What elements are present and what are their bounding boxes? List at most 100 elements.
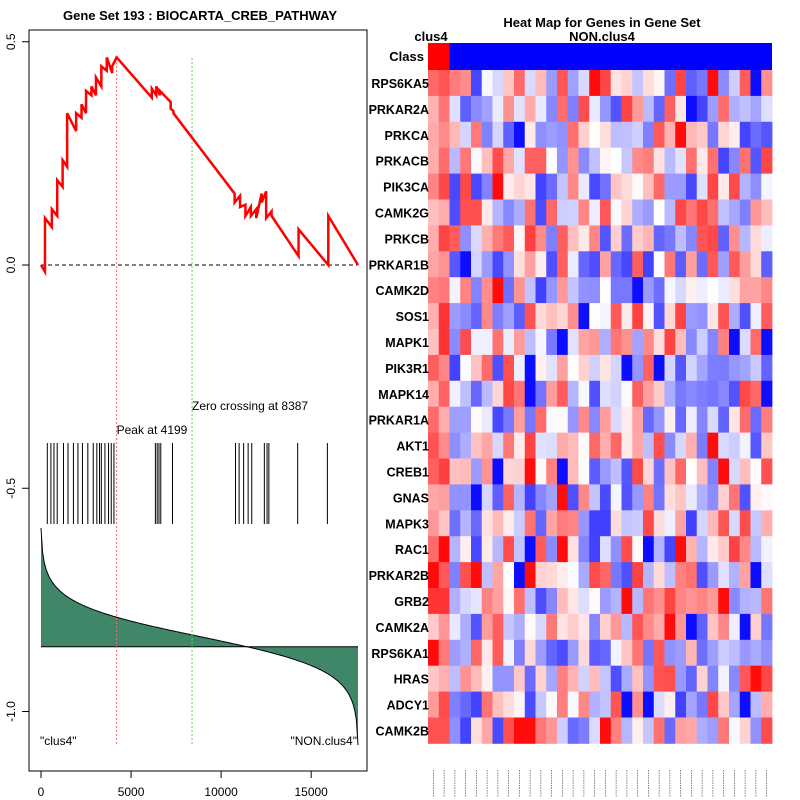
heatmap-cell [535, 329, 547, 356]
class-label-left: "clus4" [40, 734, 77, 748]
heatmap-cell [696, 303, 708, 330]
heatmap-cell [761, 536, 773, 563]
heatmap-cell [621, 484, 633, 511]
heatmap-cell [718, 717, 730, 744]
heatmap-cell [686, 717, 698, 744]
heatmap-cell [610, 484, 622, 511]
heatmap-cell [471, 121, 483, 149]
heatmap-cell [460, 95, 472, 123]
heatmap-cell [600, 147, 612, 174]
heatmap-cell [750, 199, 762, 226]
heatmap-cell [578, 147, 590, 174]
heatmap-cell [718, 691, 730, 718]
heatmap-cell [557, 665, 569, 692]
heatmap-cell [707, 484, 719, 511]
heatmap-cell [428, 717, 440, 744]
heatmap-cell [653, 303, 665, 330]
heatmap-cell [632, 458, 644, 485]
heatmap-cell [567, 199, 579, 226]
heatmap-cell [535, 588, 547, 615]
heatmap-cell [546, 562, 558, 589]
heatmap-cell [514, 95, 526, 123]
heatmap-cell [524, 613, 536, 641]
heatmap-cell [632, 70, 644, 97]
heatmap-cell [567, 562, 579, 589]
heatmap-cell [632, 406, 644, 433]
heatmap-cell [514, 121, 526, 149]
heatmap-cell [557, 510, 569, 537]
heatmap-cell [492, 277, 504, 304]
heatmap-cell [696, 432, 708, 459]
heatmap-cell [739, 510, 751, 537]
heatmap-cell [567, 173, 579, 200]
heatmap-cell [632, 147, 644, 174]
heatmap-cell [514, 251, 526, 278]
heatmap-cell [481, 95, 493, 123]
heatmap-cell [471, 536, 483, 563]
heatmap-cell [664, 613, 676, 641]
heatmap-cell [449, 173, 461, 200]
row-label: PRKACB [376, 155, 429, 169]
heatmap-cell [761, 432, 773, 459]
heatmap-cell [707, 639, 719, 667]
heatmap-cell [460, 588, 472, 615]
heatmap-cell [600, 354, 612, 382]
heatmap-cell [621, 588, 633, 615]
heatmap-cell [589, 406, 601, 433]
heatmap-cell [653, 613, 665, 641]
heatmap-cell [696, 613, 708, 641]
heatmap-cell [578, 588, 590, 615]
heatmap-cell [675, 380, 687, 408]
heatmap-cell [739, 717, 751, 744]
heatmap-cell [664, 354, 676, 382]
heatmap-cell [578, 458, 590, 485]
heatmap-cell [578, 70, 590, 97]
heatmap-cell [460, 613, 472, 641]
heatmap-cell [567, 251, 579, 278]
heatmap-cell [589, 354, 601, 382]
row-label: PRKCA [385, 129, 429, 143]
heatmap-cell [675, 121, 687, 149]
heatmap-cell [449, 354, 461, 382]
heatmap-cell [750, 251, 762, 278]
heatmap-cell [428, 562, 440, 589]
heatmap-cell [643, 277, 655, 304]
heatmap-cell [514, 717, 526, 744]
heatmap-cell [578, 613, 590, 641]
heatmap-cell [567, 225, 579, 252]
heatmap-cell [589, 588, 601, 615]
heatmap-cell [546, 251, 558, 278]
heatmap-cell [449, 277, 461, 304]
heatmap-cell [567, 277, 579, 304]
heatmap-cell [761, 121, 773, 149]
heatmap-cell [438, 199, 450, 226]
heatmap-cell [503, 380, 515, 408]
heatmap-cell [664, 562, 676, 589]
heatmap-cell [578, 303, 590, 330]
heatmap-cell [664, 303, 676, 330]
heatmap-cell [557, 406, 569, 433]
heatmap-cell [696, 199, 708, 226]
heatmap-cell [535, 639, 547, 667]
heatmap-cell [686, 639, 698, 667]
row-label: PIK3R1 [385, 362, 429, 376]
heatmap-cell [718, 406, 730, 433]
heatmap-cell [718, 536, 730, 563]
row-label: MAPK3 [385, 517, 429, 531]
heatmap-cell [449, 458, 461, 485]
heatmap-cell [492, 458, 504, 485]
heatmap-cell [675, 329, 687, 356]
heatmap-cell [718, 639, 730, 667]
heatmap-cell [524, 484, 536, 511]
heatmap-cell [739, 225, 751, 252]
gene-hits [46, 443, 328, 524]
heatmap-cell [557, 329, 569, 356]
heatmap-cell [600, 121, 612, 149]
heatmap-cell [471, 510, 483, 537]
heatmap-cell [492, 639, 504, 667]
heatmap-cell [664, 588, 676, 615]
heatmap-cell [600, 717, 612, 744]
heatmap-cell [653, 665, 665, 692]
heatmap-cell [621, 147, 633, 174]
